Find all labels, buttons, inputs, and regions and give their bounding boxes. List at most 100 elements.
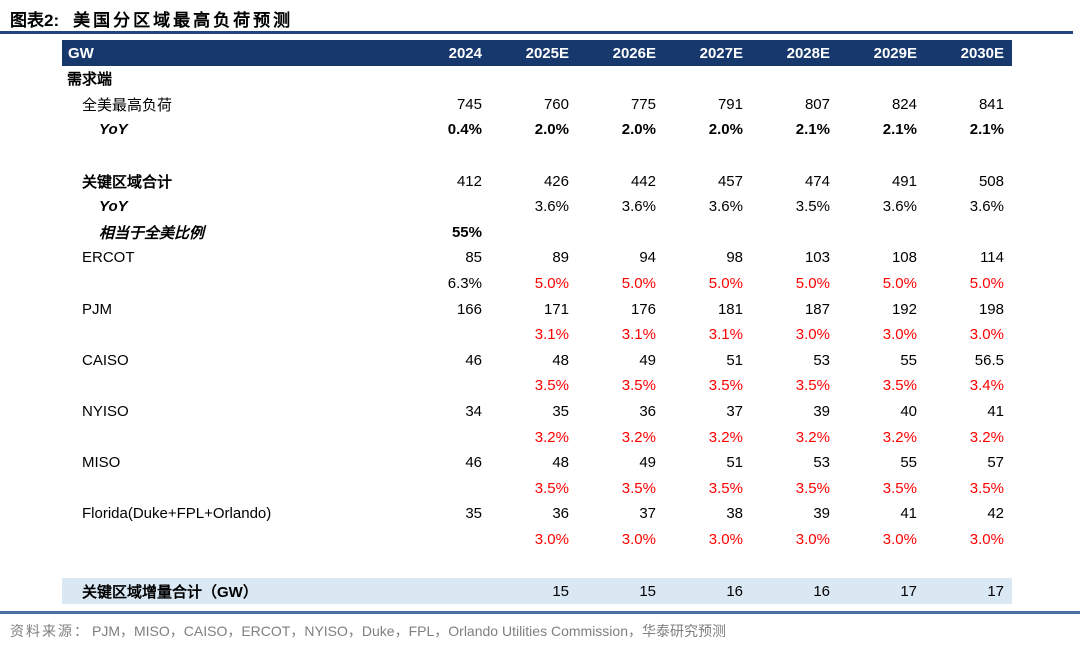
cell: 5.0% <box>882 275 917 293</box>
cell: 38 <box>726 505 743 523</box>
table-body: 需求端 全美最高负荷 745 760 775 791 807 824 841 YoY 0.4% 2.0… <box>62 66 1012 605</box>
cell: 5.0% <box>534 275 569 293</box>
cell: 51 <box>726 351 743 369</box>
cell: 3.5% <box>708 377 743 395</box>
table-row: Florida(Duke+FPL+Orlando) 35 36 37 38 39 41 42 <box>62 501 1012 527</box>
row-label: 全美最高负荷 <box>82 96 173 114</box>
row-label: 关键区域合计 <box>82 173 173 191</box>
cell: 491 <box>891 172 917 190</box>
cell: 3.2% <box>621 428 656 446</box>
cell: 94 <box>639 249 656 267</box>
cell: 3.5% <box>795 377 830 395</box>
cell: 35 <box>465 505 482 523</box>
column-header-2027e: 2027E <box>699 44 743 62</box>
cell: 89 <box>552 249 569 267</box>
source-text: PJM，MISO，CAISO，ERCOT，NYISO，Duke，FPL，Orla… <box>92 623 726 639</box>
cell: 3.5% <box>621 377 656 395</box>
cell: 55 <box>900 351 917 369</box>
table-row: PJM 166 171 176 181 187 192 198 <box>62 296 1012 322</box>
cell: 3.0% <box>969 530 1004 548</box>
cell: 412 <box>456 172 482 190</box>
cell: 40 <box>900 403 917 421</box>
cell: 171 <box>543 300 569 318</box>
cell: 2.0% <box>708 121 743 139</box>
column-header-2029e: 2029E <box>873 44 917 62</box>
cell: 41 <box>900 505 917 523</box>
cell: 5.0% <box>621 275 656 293</box>
cell: 53 <box>813 351 830 369</box>
row-label: 相当于全美比例 <box>99 224 205 242</box>
cell: 3.5% <box>708 479 743 497</box>
cell: 2.1% <box>795 121 830 139</box>
table-row: 3.2% 3.2% 3.2% 3.2% 3.2% 3.2% <box>62 424 1012 450</box>
cell: 3.5% <box>534 479 569 497</box>
table-bottom-divider <box>0 611 1080 614</box>
cell: 6.3% <box>447 275 482 293</box>
forecast-table: GW 2024 2025E 2026E 2027E 2028E 2029E 20… <box>62 40 1012 605</box>
cell: 775 <box>630 95 656 113</box>
cell: 108 <box>891 249 917 267</box>
cell: 3.6% <box>969 198 1004 216</box>
cell: 791 <box>717 95 743 113</box>
cell: 3.2% <box>708 428 743 446</box>
cell: 49 <box>639 454 656 472</box>
cell: 5.0% <box>969 275 1004 293</box>
cell: 3.6% <box>708 198 743 216</box>
cell: 53 <box>813 454 830 472</box>
cell: 103 <box>804 249 830 267</box>
table-row: ERCOT 85 89 94 98 103 108 114 <box>62 245 1012 271</box>
row-label: PJM <box>82 300 112 318</box>
table-row: 3.5% 3.5% 3.5% 3.5% 3.5% 3.5% <box>62 476 1012 502</box>
table-row: 3.1% 3.1% 3.1% 3.0% 3.0% 3.0% <box>62 322 1012 348</box>
table-row: 全美最高负荷 745 760 775 791 807 824 841 <box>62 92 1012 118</box>
cell: 51 <box>726 454 743 472</box>
cell: 114 <box>980 249 1004 267</box>
cell: 3.2% <box>882 428 917 446</box>
cell: 3.0% <box>534 530 569 548</box>
cell: 39 <box>813 505 830 523</box>
cell: 46 <box>465 351 482 369</box>
cell: 5.0% <box>708 275 743 293</box>
figure-number: 图表2: <box>10 10 60 30</box>
cell: 3.0% <box>969 326 1004 344</box>
cell: 36 <box>552 505 569 523</box>
table-row: 需求端 <box>62 66 1012 92</box>
cell: 49 <box>639 351 656 369</box>
unit-header: GW <box>68 44 94 62</box>
cell: 3.5% <box>534 377 569 395</box>
cell: 17 <box>900 582 917 600</box>
cell: 745 <box>456 95 482 113</box>
cell: 442 <box>630 172 656 190</box>
cell: 192 <box>891 300 917 318</box>
cell: 0.4% <box>447 121 482 139</box>
cell: 2.0% <box>621 121 656 139</box>
cell: 3.2% <box>969 428 1004 446</box>
cell: 841 <box>978 95 1004 113</box>
cell: 3.0% <box>708 530 743 548</box>
cell: 807 <box>804 95 830 113</box>
figure-title-text: 美国分区域最高负荷预测 <box>73 10 294 30</box>
table-row <box>62 143 1012 169</box>
cell: 2.1% <box>882 121 917 139</box>
table-row: MISO 46 48 49 51 53 55 57 <box>62 450 1012 476</box>
cell: 42 <box>987 505 1004 523</box>
cell: 37 <box>726 403 743 421</box>
table-row: 相当于全美比例 55% <box>62 220 1012 246</box>
cell: 2.0% <box>534 121 569 139</box>
table-row <box>62 552 1012 578</box>
table-row: 3.0% 3.0% 3.0% 3.0% 3.0% 3.0% <box>62 527 1012 553</box>
cell: 16 <box>726 582 743 600</box>
cell: 46 <box>465 454 482 472</box>
cell: 3.5% <box>795 198 830 216</box>
column-header-2025e: 2025E <box>525 44 569 62</box>
cell: 181 <box>717 300 743 318</box>
cell: 187 <box>804 300 830 318</box>
table-row: 6.3% 5.0% 5.0% 5.0% 5.0% 5.0% 5.0% <box>62 271 1012 297</box>
cell: 35 <box>552 403 569 421</box>
table-row: 关键区域合计 412 426 442 457 474 491 508 <box>62 168 1012 194</box>
cell: 426 <box>543 172 569 190</box>
cell: 474 <box>804 172 830 190</box>
cell: 3.2% <box>534 428 569 446</box>
table-header-row: GW 2024 2025E 2026E 2027E 2028E 2029E 20… <box>62 40 1012 66</box>
table-row: NYISO 34 35 36 37 39 40 41 <box>62 399 1012 425</box>
